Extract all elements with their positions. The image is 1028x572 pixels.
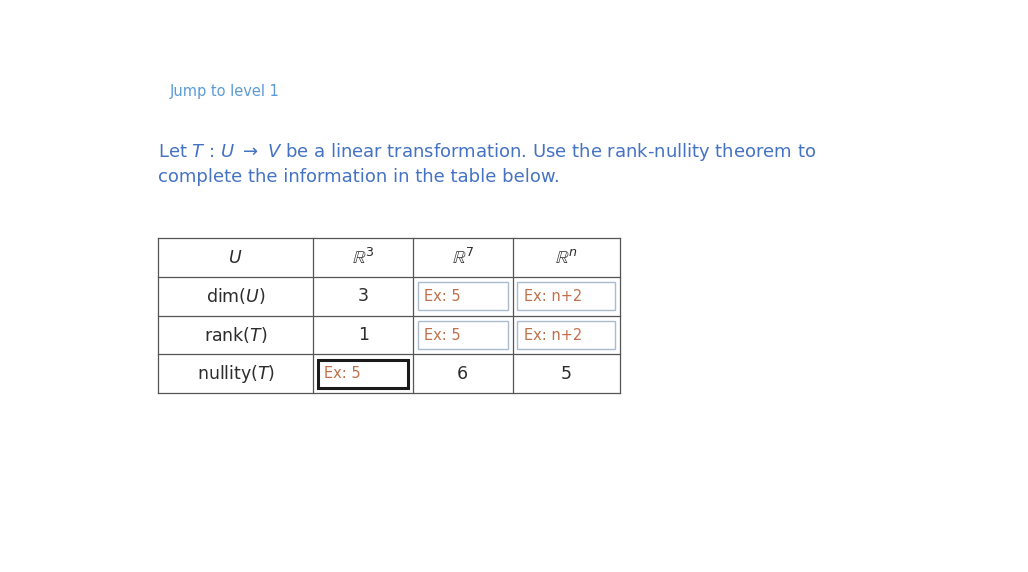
Text: Ex: 5: Ex: 5 (425, 328, 461, 343)
Text: Jump to level 1: Jump to level 1 (170, 84, 280, 99)
Bar (517, 282, 616, 311)
Text: Ex: n+2: Ex: n+2 (523, 328, 582, 343)
Text: Ex: n+2: Ex: n+2 (523, 289, 582, 304)
Text: $\mathrm{dim}(\mathit{U})$: $\mathrm{dim}(\mathit{U})$ (206, 287, 265, 307)
Text: 5: 5 (561, 365, 572, 383)
Text: 6: 6 (457, 365, 469, 383)
Text: 1: 1 (358, 326, 369, 344)
Text: $\mathbb{R}^7$: $\mathbb{R}^7$ (451, 248, 474, 268)
Text: $\mathrm{nullity}(\mathit{T})$: $\mathrm{nullity}(\mathit{T})$ (196, 363, 274, 385)
Bar (417, 321, 508, 349)
Text: $\mathit{U}$: $\mathit{U}$ (228, 249, 243, 267)
Text: complete the information in the table below.: complete the information in the table be… (158, 168, 559, 186)
Text: 3: 3 (358, 287, 369, 305)
Text: $\mathbb{R}^3$: $\mathbb{R}^3$ (352, 248, 374, 268)
Bar (318, 360, 408, 388)
Text: Let $\mathit{T}$ : $\mathit{U}$ $\rightarrow$ $\mathit{V}$ be a linear transform: Let $\mathit{T}$ : $\mathit{U}$ $\righta… (158, 141, 816, 164)
Bar (517, 321, 616, 349)
Text: $\mathbb{R}^n$: $\mathbb{R}^n$ (555, 249, 578, 267)
Bar (417, 282, 508, 311)
Text: Ex: 5: Ex: 5 (425, 289, 461, 304)
Text: $\mathrm{rank}(\mathit{T})$: $\mathrm{rank}(\mathit{T})$ (204, 325, 267, 345)
Text: Ex: 5: Ex: 5 (325, 366, 361, 382)
